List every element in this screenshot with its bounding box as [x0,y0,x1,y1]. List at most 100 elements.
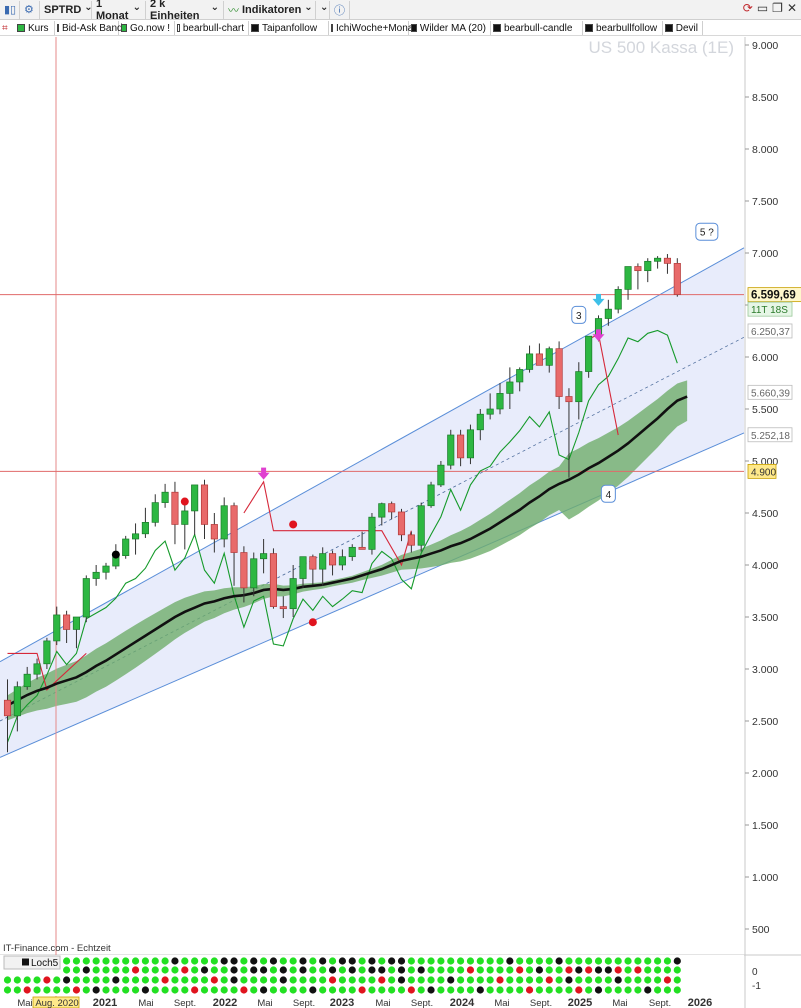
legend-item[interactable]: IchiWoche+Monat [329,21,416,35]
subpanel-dot [555,976,563,984]
x-tick-label: 2022 [213,997,237,1008]
subpanel-dot [427,966,435,974]
subpanel-dot [388,966,396,974]
legend-swatch [665,24,673,32]
subpanel-dot [466,986,475,994]
candle-body [654,257,662,262]
close-icon[interactable]: ✕ [786,1,797,15]
toolbar-button-6[interactable]: ⌄ [316,0,330,19]
candle-body [614,289,622,310]
maximize-icon[interactable]: ▭ [756,1,769,15]
subpanel-dot [427,957,435,965]
subpanel-dot [397,966,406,974]
subpanel-dot [348,976,356,984]
subpanel-dot [476,986,484,994]
candle-body [299,556,307,579]
subpanel-dot [33,976,41,984]
legend-item[interactable]: Kurs [15,21,55,35]
subpanel-dot [151,986,159,994]
subpanel-dot [535,966,544,974]
legend-label: IchiWoche+Monat [336,22,417,34]
price-label: 5.252,18 [751,431,790,442]
price-label: 11T 18S [751,305,788,316]
chevron-down-icon: ⌄ [84,1,93,13]
restore-icon[interactable]: ❐ [772,1,783,15]
candle-body [486,408,494,415]
subpanel-dot [230,986,238,994]
bar-chart-button[interactable]: ▮▯ [0,0,20,19]
legend-expand-icon[interactable]: ⌗ [2,22,8,34]
subpanel-dot [388,976,396,984]
subpanel-dot [575,976,583,984]
subpanel-dot [299,957,307,965]
indicator-button[interactable]: 〰 Indikatoren ⌄ [224,0,316,19]
subpanel-dot [417,957,425,965]
subpanel-dot [535,986,544,994]
subpanel-dot [338,976,346,984]
subpanel-dot [63,966,71,974]
subpanel-dot [141,986,149,994]
subpanel-dot [348,986,356,994]
subpanel-dot [299,966,307,974]
legend-swatch [57,24,59,32]
subpanel-dot [299,986,307,994]
toolbar-button-2[interactable]: SPTRD ⌄ [40,0,93,19]
toolbar-button-3[interactable]: 1 Monat ⌄ [92,0,146,22]
x-tick-label: Mai [612,998,627,1008]
legend-item[interactable]: bearbull-candle [491,21,583,35]
candle-body [338,556,346,566]
y-tick-label: 6.000 [752,352,778,364]
subpanel-dot [220,986,228,994]
toolbar-button-4[interactable]: 2 k Einheiten ⌄ [146,0,224,22]
subpanel-dot [200,957,209,965]
subpanel-dot [486,966,494,974]
legend-label: Taipanfollow [262,22,318,34]
candle-body [132,533,140,540]
subpanel-dot [72,976,81,984]
candle-body [388,503,396,513]
subpanel-dot [417,986,425,994]
legend-item[interactable]: Go.now ! [119,21,175,35]
subpanel-dot [634,986,642,994]
toolbar-label: SPTRD [44,3,82,16]
x-tick-label: Mai [257,998,272,1008]
subpanel-dot [506,986,514,994]
candle-body [92,571,100,579]
subpanel-dot [368,957,376,965]
subpanel-dot [348,966,356,974]
legend-item[interactable]: Wilder MA (20) [409,21,491,35]
subpanel-dot [122,976,130,984]
subpanel-dot [486,957,494,965]
signal-dot [111,550,120,559]
candle-body [535,353,543,366]
candle-body [673,263,681,295]
subpanel-dot [131,986,140,994]
legend-item[interactable]: bearbullfollow [583,21,663,35]
subpanel-dot [378,957,386,965]
subpanel-dot [644,976,652,984]
refresh-icon[interactable]: ⟳ [742,1,753,15]
legend-item[interactable]: Devil [663,21,703,35]
info-button[interactable]: ⓘ [330,0,350,19]
legend-item[interactable]: Taipanfollow [249,21,329,35]
subpanel-dot [457,976,465,984]
candle-body [269,553,278,607]
legend-item[interactable]: Bid-Ask Band [55,21,123,35]
legend-item[interactable]: bearbull-chart [175,21,249,35]
candle-body [358,546,366,550]
signal-dot [308,618,317,627]
candle-body [397,511,406,536]
subpanel-dot [328,957,337,965]
price-label: 6.250,37 [751,327,790,338]
settings-button[interactable]: ⚙ [20,0,40,19]
y-tick-label: 2.000 [752,768,778,780]
subpanel-dot [388,957,396,965]
subpanel-dot [151,966,159,974]
x-tick-label: Sept. [649,998,671,1008]
subpanel-dot [279,976,287,984]
subpanel-dot [644,986,652,994]
subpanel-dot [112,966,120,974]
signal-arrow-stem [596,293,601,300]
subpanel-dot [63,976,71,984]
